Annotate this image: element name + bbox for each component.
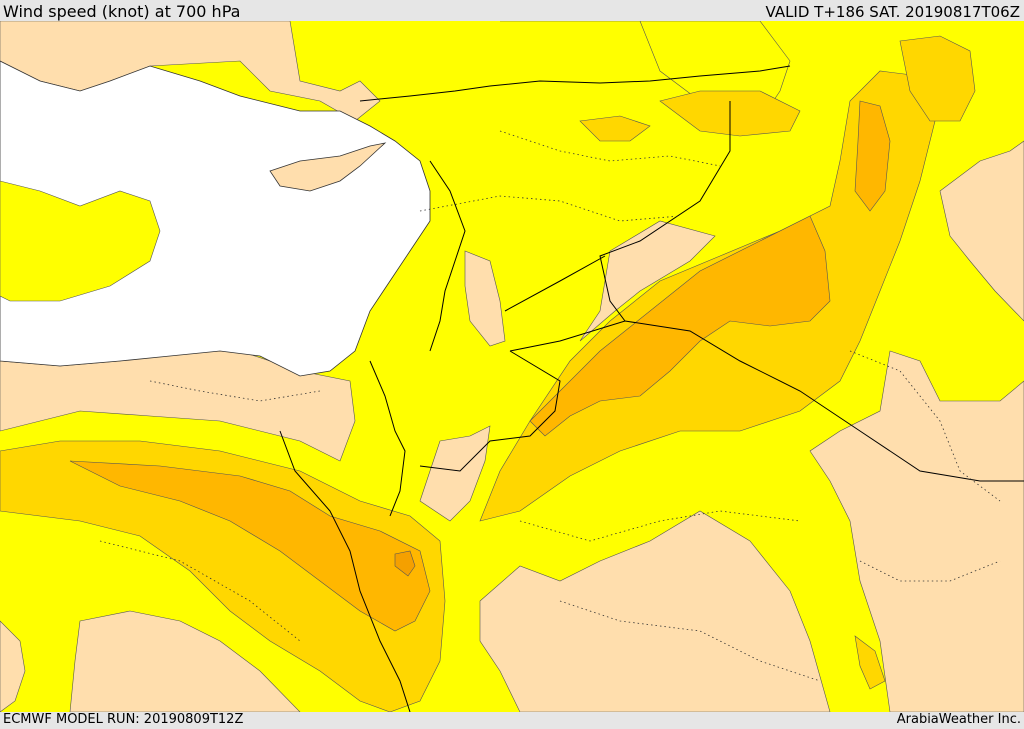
- zone-east-iraq: [809, 350, 1024, 712]
- zone-arabia-core: [529, 215, 831, 437]
- footer-bar: ECMWF MODEL RUN: 20190809T12Z ArabiaWeat…: [0, 712, 1024, 729]
- border-levant-coast: [429, 160, 466, 352]
- border-jordan-saudi: [504, 255, 1024, 482]
- zone-egypt-south: [69, 610, 301, 712]
- border-egypt-israel: [369, 360, 406, 517]
- strong-wind-zones: [69, 100, 891, 632]
- header-bar: Wind speed (knot) at 700 hPa VALID T+186…: [0, 0, 1024, 21]
- zone-peak-sinai: [394, 550, 416, 577]
- border-turkey-syria: [359, 65, 791, 102]
- country-borders: [279, 65, 1024, 712]
- admin-boundaries: [99, 130, 1001, 682]
- coastal-yellow-bulge: [0, 180, 161, 302]
- admin-line-7: [149, 380, 321, 402]
- zone-northeast-blob: [899, 35, 976, 122]
- cyprus-island: [269, 142, 387, 192]
- zone-arabia-south: [479, 510, 831, 712]
- map-title: Wind speed (knot) at 700 hPa: [3, 2, 241, 21]
- admin-line-8: [859, 560, 1001, 582]
- border-nile-rift: [279, 430, 411, 712]
- zone-egypt-core: [69, 460, 431, 632]
- sea-area: [0, 60, 431, 377]
- zone-jordan-valley: [464, 250, 506, 347]
- mediterranean-sea: [0, 60, 431, 377]
- zone-west-edge: [0, 620, 26, 712]
- zone-east-edge: [939, 140, 1024, 322]
- model-run-label: ECMWF MODEL RUN: 20190809T12Z: [3, 712, 244, 727]
- valid-time: VALID T+186 SAT. 20190817T06Z: [765, 3, 1020, 21]
- zone-egypt-jet: [0, 440, 446, 712]
- admin-line-1: [419, 195, 681, 222]
- zone-sinai-pocket: [419, 425, 491, 522]
- border-syria-iraq: [599, 101, 731, 322]
- zone-syria-small: [579, 115, 651, 142]
- zone-northeast-core: [854, 100, 891, 212]
- wind-speed-map: [0, 21, 1024, 712]
- admin-line-5: [99, 540, 301, 642]
- border-saudi-north: [419, 350, 561, 472]
- credit-label: ArabiaWeather Inc.: [896, 712, 1021, 727]
- admin-line-6: [849, 350, 1001, 502]
- zone-southeast-small: [854, 635, 886, 690]
